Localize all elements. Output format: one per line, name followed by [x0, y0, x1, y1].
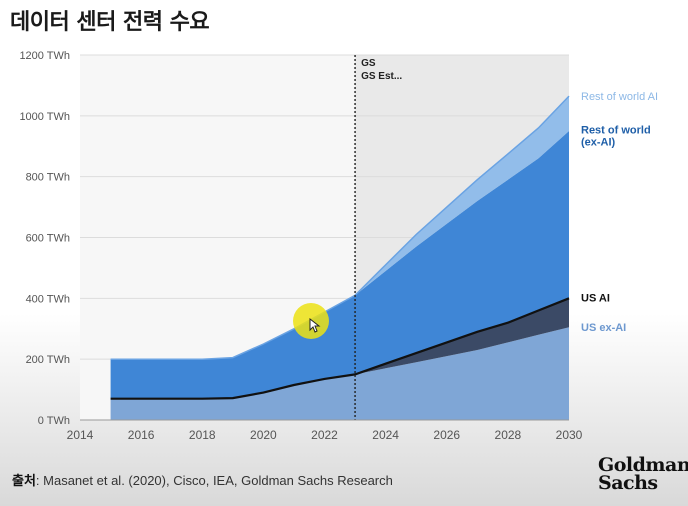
- x-tick-label: 2028: [495, 428, 522, 442]
- mouse-pointer-icon: [309, 318, 321, 333]
- x-tick-label: 2014: [67, 428, 94, 442]
- area-series-1: [110, 298, 569, 399]
- chart-title: 데이터 센터 전력 수요: [10, 10, 210, 35]
- area-series-2: [110, 131, 569, 399]
- y-tick-label: 400 TWh: [26, 293, 70, 305]
- x-tick-label: 2030: [556, 428, 583, 442]
- source-note: 출처: Masanet et al. (2020), Cisco, IEA, G…: [12, 470, 393, 489]
- x-tick-label: 2016: [128, 428, 155, 442]
- us-total-line: [110, 297, 570, 400]
- y-tick-label: 200 TWh: [26, 354, 70, 366]
- x-tick-label: 2020: [250, 428, 277, 442]
- forecast-label: GS: [361, 58, 376, 69]
- area-series-0: [110, 327, 569, 420]
- legend-label: US ex-AI: [581, 322, 626, 334]
- y-tick-label: 1200 TWh: [19, 50, 70, 62]
- logo-line2: Sachs: [598, 472, 658, 494]
- total-outline: [110, 95, 570, 360]
- source-text: : Masanet et al. (2020), Cisco, IEA, Gol…: [35, 473, 393, 488]
- y-tick-label: 0 TWh: [38, 415, 70, 427]
- logo-line1: Goldman: [598, 454, 688, 476]
- goldman-sachs-logo: Goldman Sachs: [598, 454, 688, 494]
- y-tick-label: 1000 TWh: [19, 111, 70, 123]
- legend-label: US AI: [581, 292, 610, 304]
- legend-label: (ex-AI): [581, 137, 616, 149]
- x-tick-label: 2018: [189, 428, 216, 442]
- x-tick-label: 2022: [311, 428, 338, 442]
- y-tick-label: 800 TWh: [26, 172, 70, 184]
- forecast-label: GS Est...: [361, 71, 402, 82]
- x-tick-label: 2026: [433, 428, 460, 442]
- legend-label: Rest of world AI: [581, 91, 658, 103]
- source-label: 출처: [12, 473, 36, 488]
- y-tick-label: 600 TWh: [26, 233, 70, 245]
- x-tick-label: 2024: [372, 428, 399, 442]
- legend-label: Rest of world: [581, 125, 651, 137]
